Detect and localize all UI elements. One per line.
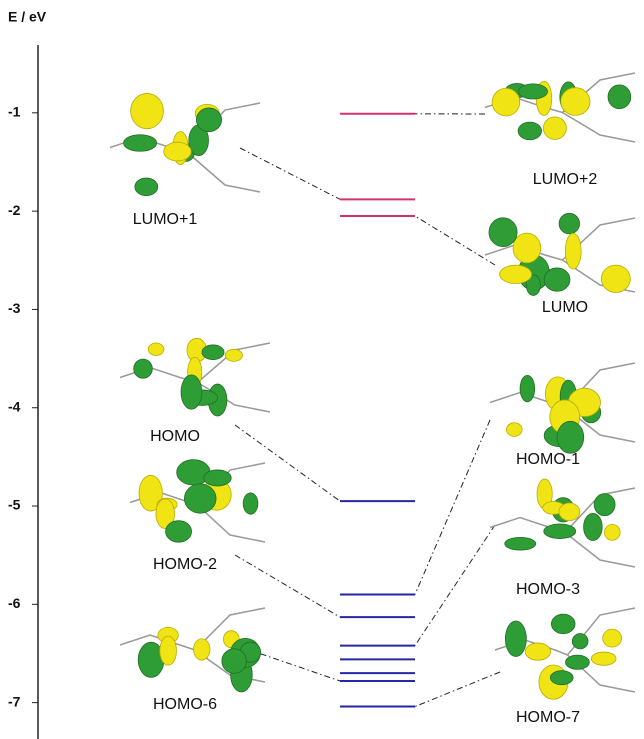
y-tick-label: -3 — [8, 300, 21, 316]
y-tick-label: -1 — [8, 104, 21, 120]
orbital-lobe — [225, 349, 242, 361]
orbital-label: HOMO-3 — [516, 581, 580, 598]
orbital-lobe — [561, 88, 590, 116]
orbital-lobe — [572, 634, 588, 649]
orbital-lobe — [181, 375, 202, 409]
orbital-lobe — [202, 345, 224, 360]
y-tick-label: -6 — [8, 595, 21, 611]
skeleton — [200, 508, 265, 543]
orbital-lobe — [604, 524, 620, 540]
skeleton — [188, 153, 261, 193]
orbital-label: HOMO-1 — [516, 451, 580, 468]
orbital-lobe — [135, 178, 158, 196]
chart: E / eV -1 -2 -3 -4 -5 -6 -7 LUMO+1 LUMO+2 LUMO HOM… — [0, 0, 644, 739]
orbital-label: HOMO — [150, 428, 200, 445]
orbital-lobe — [520, 375, 535, 401]
connector — [415, 420, 490, 594]
orbital-label: HOMO-7 — [516, 709, 580, 726]
orbital-label: LUMO+1 — [133, 211, 198, 228]
orbital-lobe — [543, 117, 566, 140]
orbital-lobe — [134, 359, 153, 378]
orbital-label: LUMO — [542, 299, 588, 316]
orbital-label: LUMO+2 — [533, 171, 598, 188]
orbital-lobe — [204, 470, 232, 486]
connector — [235, 555, 340, 617]
orbital-lobe — [565, 233, 581, 269]
orbital-lobe — [559, 213, 579, 234]
orbital-lobe — [601, 265, 630, 292]
orbital-lobe — [505, 537, 536, 550]
orbital-lobe — [594, 494, 615, 516]
connector — [415, 525, 495, 646]
orbital-lobe — [506, 423, 522, 437]
orbital-lobe — [559, 503, 580, 521]
orbital-lobe — [591, 652, 616, 665]
orbital-lobe — [544, 268, 570, 291]
y-tick-label: -7 — [8, 693, 21, 709]
orbital-lobe — [603, 629, 622, 647]
axis-label: E / eV — [8, 9, 47, 25]
orbital-lobe — [184, 484, 216, 513]
skeleton — [563, 113, 636, 143]
y-tick-label: -4 — [8, 398, 21, 414]
orbital-lobe — [550, 671, 573, 685]
orbital-lobe — [124, 135, 157, 152]
orbital-label: HOMO-6 — [153, 696, 217, 713]
orbital-lobe — [222, 649, 247, 674]
connector — [415, 672, 500, 707]
orbital-lobe — [513, 233, 541, 263]
orbital-lobe — [518, 122, 541, 140]
orbital-lobe — [519, 84, 548, 99]
orbital-label: HOMO-2 — [153, 556, 217, 573]
orbital-lobe — [566, 655, 590, 669]
orbital-lobe — [551, 614, 575, 633]
orbital-lobe — [148, 343, 164, 356]
orbital-lobe — [196, 108, 221, 132]
orbital-lobe — [584, 513, 603, 540]
connector — [235, 425, 340, 501]
orbital-lobe — [243, 493, 258, 514]
y-tick-label: -2 — [8, 202, 21, 218]
orbital-lobe — [492, 88, 520, 116]
orbital-lobe — [525, 643, 550, 660]
orbital-lobe — [608, 85, 631, 109]
orbital-lobe — [131, 93, 164, 128]
orbital-lobe — [164, 142, 191, 161]
y-tick-label: -5 — [8, 497, 21, 513]
orbital-lobe — [500, 265, 532, 283]
orbital-lobe — [194, 639, 210, 660]
skeleton — [565, 533, 635, 568]
orbital-lobe — [166, 521, 192, 542]
orbital-lobe — [489, 218, 517, 247]
orbital-lobe — [160, 636, 177, 665]
orbital-lobe — [505, 621, 526, 656]
connector — [415, 216, 495, 265]
orbital-lobe — [557, 421, 584, 453]
orbital-lobe — [544, 524, 576, 539]
